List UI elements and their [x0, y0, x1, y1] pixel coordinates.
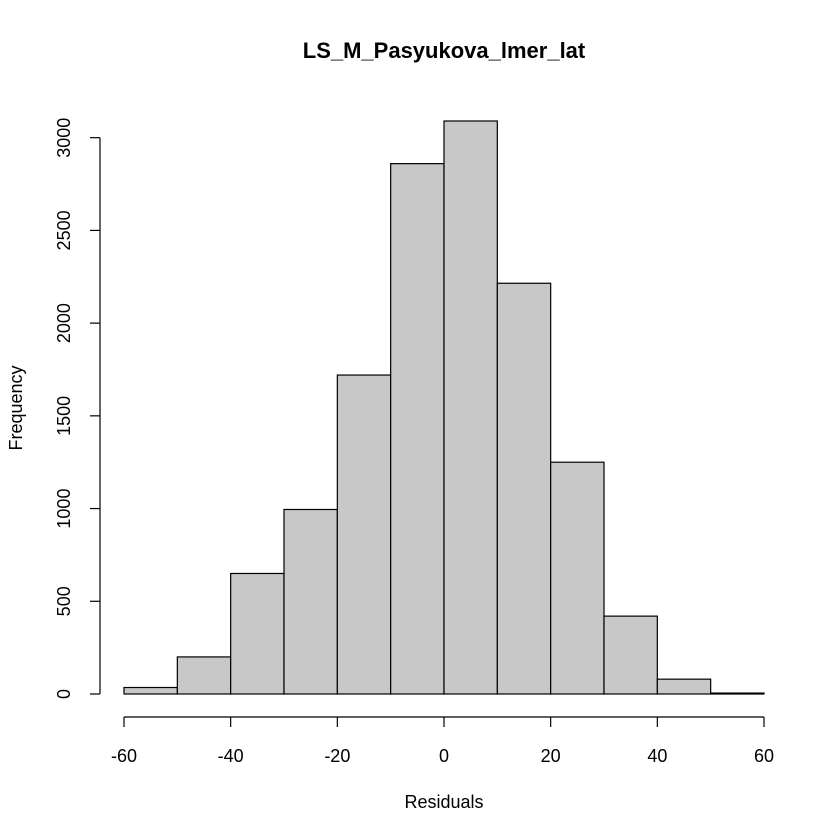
histogram-bar: [656, 678, 712, 695]
histogram-bar: [390, 163, 445, 695]
y-tick-label: 2000: [54, 303, 74, 343]
x-tick-label: -60: [111, 746, 137, 766]
histogram-bar: [230, 572, 285, 695]
chart-title: LS_M_Pasyukova_lmer_lat: [303, 38, 586, 63]
y-tick-label: 1000: [54, 489, 74, 529]
y-tick-label: 2500: [54, 210, 74, 250]
histogram-bar: [176, 656, 232, 695]
y-tick-label: 0: [54, 689, 74, 699]
x-axis: -60 -40 -20 0 20 40 60: [111, 716, 774, 766]
histogram-bar: [496, 282, 552, 695]
histogram-bar: [710, 692, 765, 695]
y-tick-label: 500: [54, 586, 74, 616]
y-tick-label: 1500: [54, 396, 74, 436]
x-tick-label: 20: [541, 746, 561, 766]
histogram-bar: [443, 120, 498, 695]
x-tick-label: 60: [754, 746, 774, 766]
histogram-bar: [603, 615, 658, 695]
histogram-bar: [283, 508, 338, 695]
x-tick-label: -40: [218, 746, 244, 766]
x-tick-label: 40: [647, 746, 667, 766]
bars-group: [123, 120, 765, 695]
histogram-bar: [550, 461, 605, 695]
x-tick-label: 0: [439, 746, 449, 766]
histogram-bar: [123, 686, 178, 695]
y-tick-label: 3000: [54, 118, 74, 158]
y-axis: 0 500 1000 1500 2000 2500 3000: [54, 118, 101, 699]
y-axis-label: Frequency: [6, 365, 26, 450]
x-axis-label: Residuals: [404, 792, 483, 812]
x-tick-label: -20: [324, 746, 350, 766]
histogram-bar: [336, 374, 392, 695]
